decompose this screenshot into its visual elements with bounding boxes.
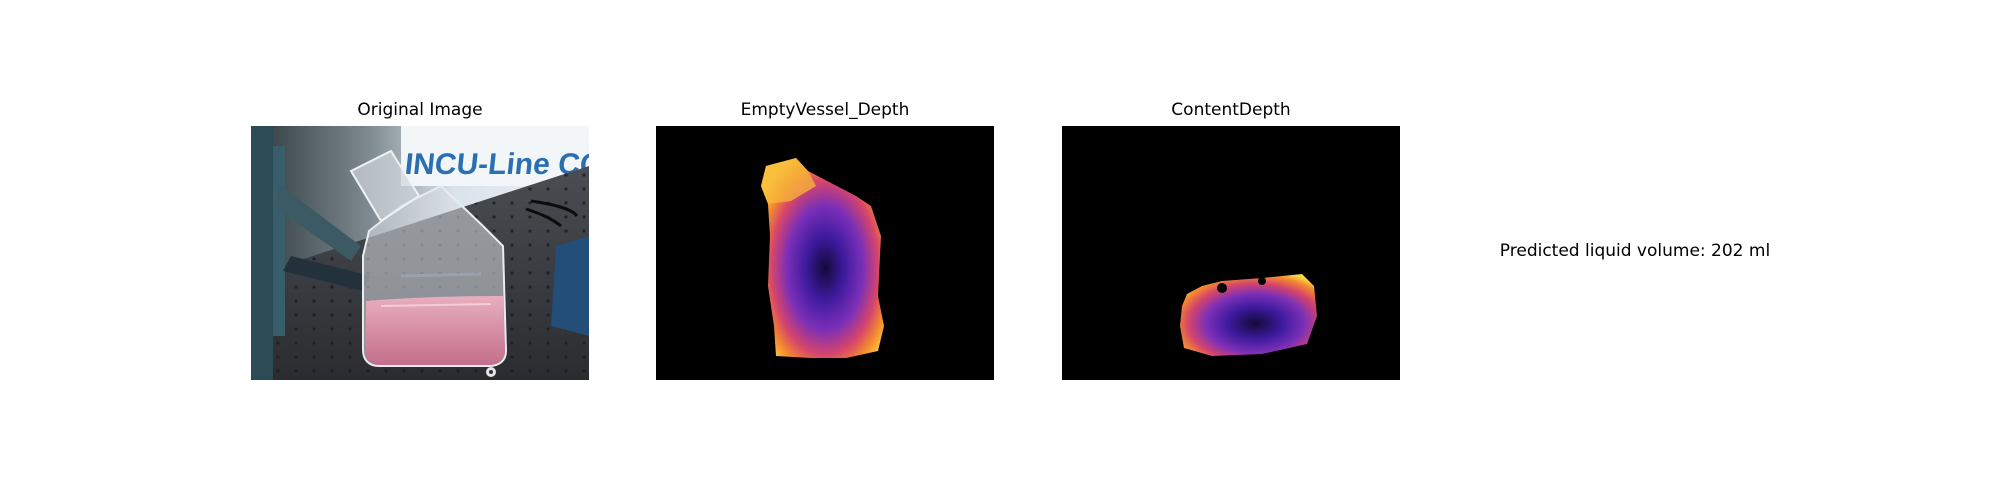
original-image-photo: INCU-Line CO [251, 126, 589, 380]
svg-text:INCU-Line CO: INCU-Line CO [403, 148, 589, 181]
empty-vessel-depth-title: EmptyVessel_Depth [740, 100, 910, 120]
predicted-volume-text: Predicted liquid volume: 202 ml [1499, 241, 1771, 261]
empty-vessel-depth-image [656, 126, 994, 380]
original-image-title: Original Image [357, 100, 483, 120]
empty-vessel-depth-map [656, 126, 994, 380]
content-depth-map [1062, 126, 1400, 380]
content-depth-title: ContentDepth [1171, 100, 1291, 120]
original-image: INCU-Line CO [251, 126, 589, 380]
content-depth-image [1062, 126, 1400, 380]
